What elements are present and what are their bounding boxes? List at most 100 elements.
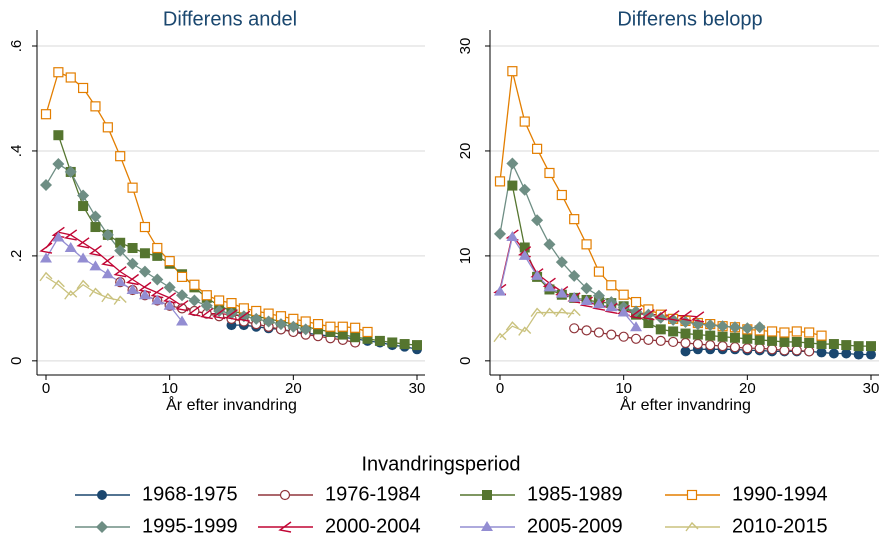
marker	[90, 101, 101, 112]
marker	[655, 335, 666, 346]
marker	[717, 341, 728, 352]
series-line	[45, 276, 121, 302]
x-tick-label: 30	[863, 380, 880, 397]
marker	[250, 312, 263, 325]
x-tick-label: 0	[42, 380, 50, 397]
marker	[237, 310, 251, 322]
marker	[630, 321, 643, 332]
marker	[362, 326, 373, 338]
marker	[543, 281, 556, 292]
marker	[728, 321, 741, 334]
marker	[337, 329, 348, 340]
marker	[77, 82, 89, 94]
marker	[126, 257, 139, 270]
legend-marker	[481, 521, 493, 531]
marker	[804, 346, 815, 357]
marker	[337, 321, 348, 332]
legend-label: 2010-2015	[732, 515, 828, 537]
marker	[139, 221, 151, 233]
marker	[866, 341, 876, 352]
y-tick-label: .2	[8, 250, 25, 263]
marker	[791, 336, 802, 347]
marker	[125, 273, 139, 286]
marker	[78, 201, 89, 212]
marker	[139, 248, 150, 259]
marker	[518, 183, 531, 196]
marker	[716, 320, 729, 333]
marker	[618, 331, 629, 342]
marker	[113, 266, 127, 278]
marker	[53, 67, 64, 78]
marker	[494, 285, 506, 296]
marker	[518, 326, 532, 336]
marker	[705, 330, 716, 341]
marker	[325, 326, 336, 337]
legend-marker	[686, 489, 698, 501]
x-tick-label: 10	[161, 380, 178, 397]
legend-label: 1976-1984	[325, 483, 421, 505]
marker	[531, 214, 544, 227]
marker	[804, 327, 815, 338]
marker	[678, 310, 692, 322]
marker	[89, 260, 102, 271]
y-tick-label: 10	[457, 248, 474, 265]
marker	[138, 265, 151, 278]
marker	[262, 315, 275, 328]
y-tick-label: .6	[8, 40, 25, 53]
marker	[200, 299, 213, 312]
marker	[643, 318, 654, 329]
series-line	[499, 311, 575, 339]
marker	[506, 230, 519, 241]
marker	[187, 305, 201, 317]
legend-marker	[96, 521, 108, 533]
marker	[64, 290, 78, 300]
marker	[518, 249, 531, 260]
x-tick-label: 30	[409, 380, 426, 397]
marker	[519, 242, 530, 253]
marker	[828, 348, 839, 359]
marker	[568, 291, 581, 302]
marker	[791, 345, 802, 356]
marker	[580, 282, 593, 295]
marker	[77, 252, 90, 263]
marker	[816, 330, 827, 341]
marker	[555, 256, 568, 269]
marker	[580, 295, 593, 306]
x-tick-label: 20	[739, 380, 756, 397]
marker	[101, 228, 114, 241]
marker	[666, 310, 680, 322]
marker	[374, 335, 385, 346]
marker	[753, 321, 766, 334]
marker	[630, 333, 642, 344]
marker	[189, 279, 200, 290]
marker	[680, 346, 691, 357]
marker	[150, 287, 164, 299]
marker	[507, 66, 518, 77]
marker	[213, 304, 226, 317]
marker	[680, 328, 691, 339]
marker	[214, 295, 225, 306]
marker	[754, 334, 765, 345]
marker	[505, 321, 519, 331]
marker	[618, 289, 629, 300]
marker	[226, 298, 237, 309]
marker	[705, 339, 716, 351]
legend-label: 1968-1975	[142, 483, 238, 505]
marker	[567, 308, 581, 319]
marker	[581, 325, 592, 336]
legend-marker	[279, 489, 291, 501]
marker	[643, 334, 654, 345]
marker	[313, 324, 324, 335]
marker	[151, 294, 164, 305]
marker	[188, 294, 201, 307]
marker	[766, 326, 778, 337]
marker	[654, 311, 667, 324]
panel-title: Differens andel	[163, 8, 297, 30]
marker	[853, 349, 864, 360]
marker	[152, 242, 163, 254]
plot-area	[493, 66, 876, 360]
marker	[90, 222, 101, 233]
y-tick-label: 0	[457, 357, 474, 365]
marker	[853, 341, 864, 352]
